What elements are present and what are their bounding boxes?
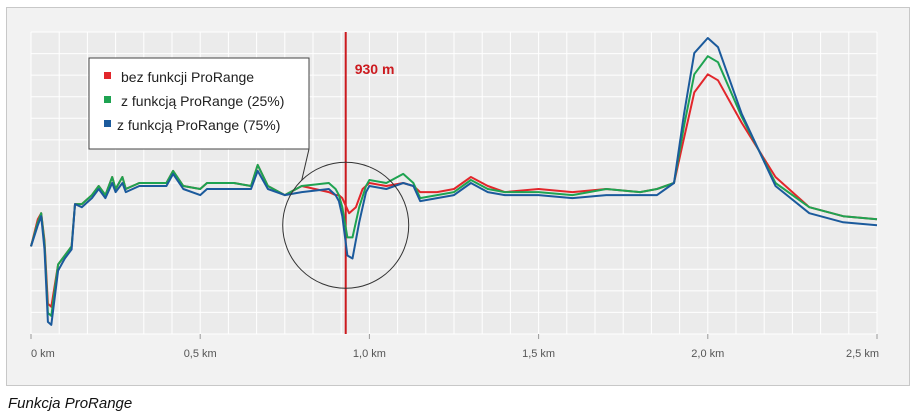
- callout-line: [301, 148, 310, 181]
- series-line-2: [30, 37, 878, 326]
- legend: bez funkcji ProRange z funkcją ProRange …: [88, 57, 310, 150]
- legend-label-z75: z funkcją ProRange (75%): [117, 117, 280, 133]
- legend-box: [88, 57, 310, 150]
- marker-label: 930 m: [355, 61, 395, 77]
- legend-swatch-bez: [104, 72, 111, 79]
- highlight-circle: [282, 161, 410, 289]
- chart-frame: 0 km 0,5 km 1,0 km 1,5 km 2,0 km 2,5 km 930 m…: [6, 7, 910, 386]
- legend-label-bez: bez funkcji ProRange: [121, 69, 254, 85]
- x-tick-label: 0,5 km: [184, 348, 217, 360]
- legend-swatch-z25: [104, 96, 111, 103]
- line-chart: 0 km 0,5 km 1,0 km 1,5 km 2,0 km 2,5 km 930 m…: [30, 31, 879, 360]
- legend-label-z25: z funkcją ProRange (25%): [121, 93, 284, 109]
- x-tick-label: 2,5 km: [846, 348, 879, 360]
- x-tick-label: 0 km: [31, 348, 55, 360]
- series-line-1: [30, 55, 878, 317]
- x-tick-label: 1,0 km: [353, 348, 386, 360]
- x-tick-label: 2,0 km: [691, 348, 724, 360]
- legend-swatch-z75: [104, 120, 111, 127]
- x-tick-label: 1,5 km: [522, 348, 555, 360]
- x-axis: 0 km 0,5 km 1,0 km 1,5 km 2,0 km 2,5 km: [30, 334, 879, 360]
- series-group: [30, 37, 878, 326]
- figure-caption: Funkcja ProRange: [8, 395, 133, 412]
